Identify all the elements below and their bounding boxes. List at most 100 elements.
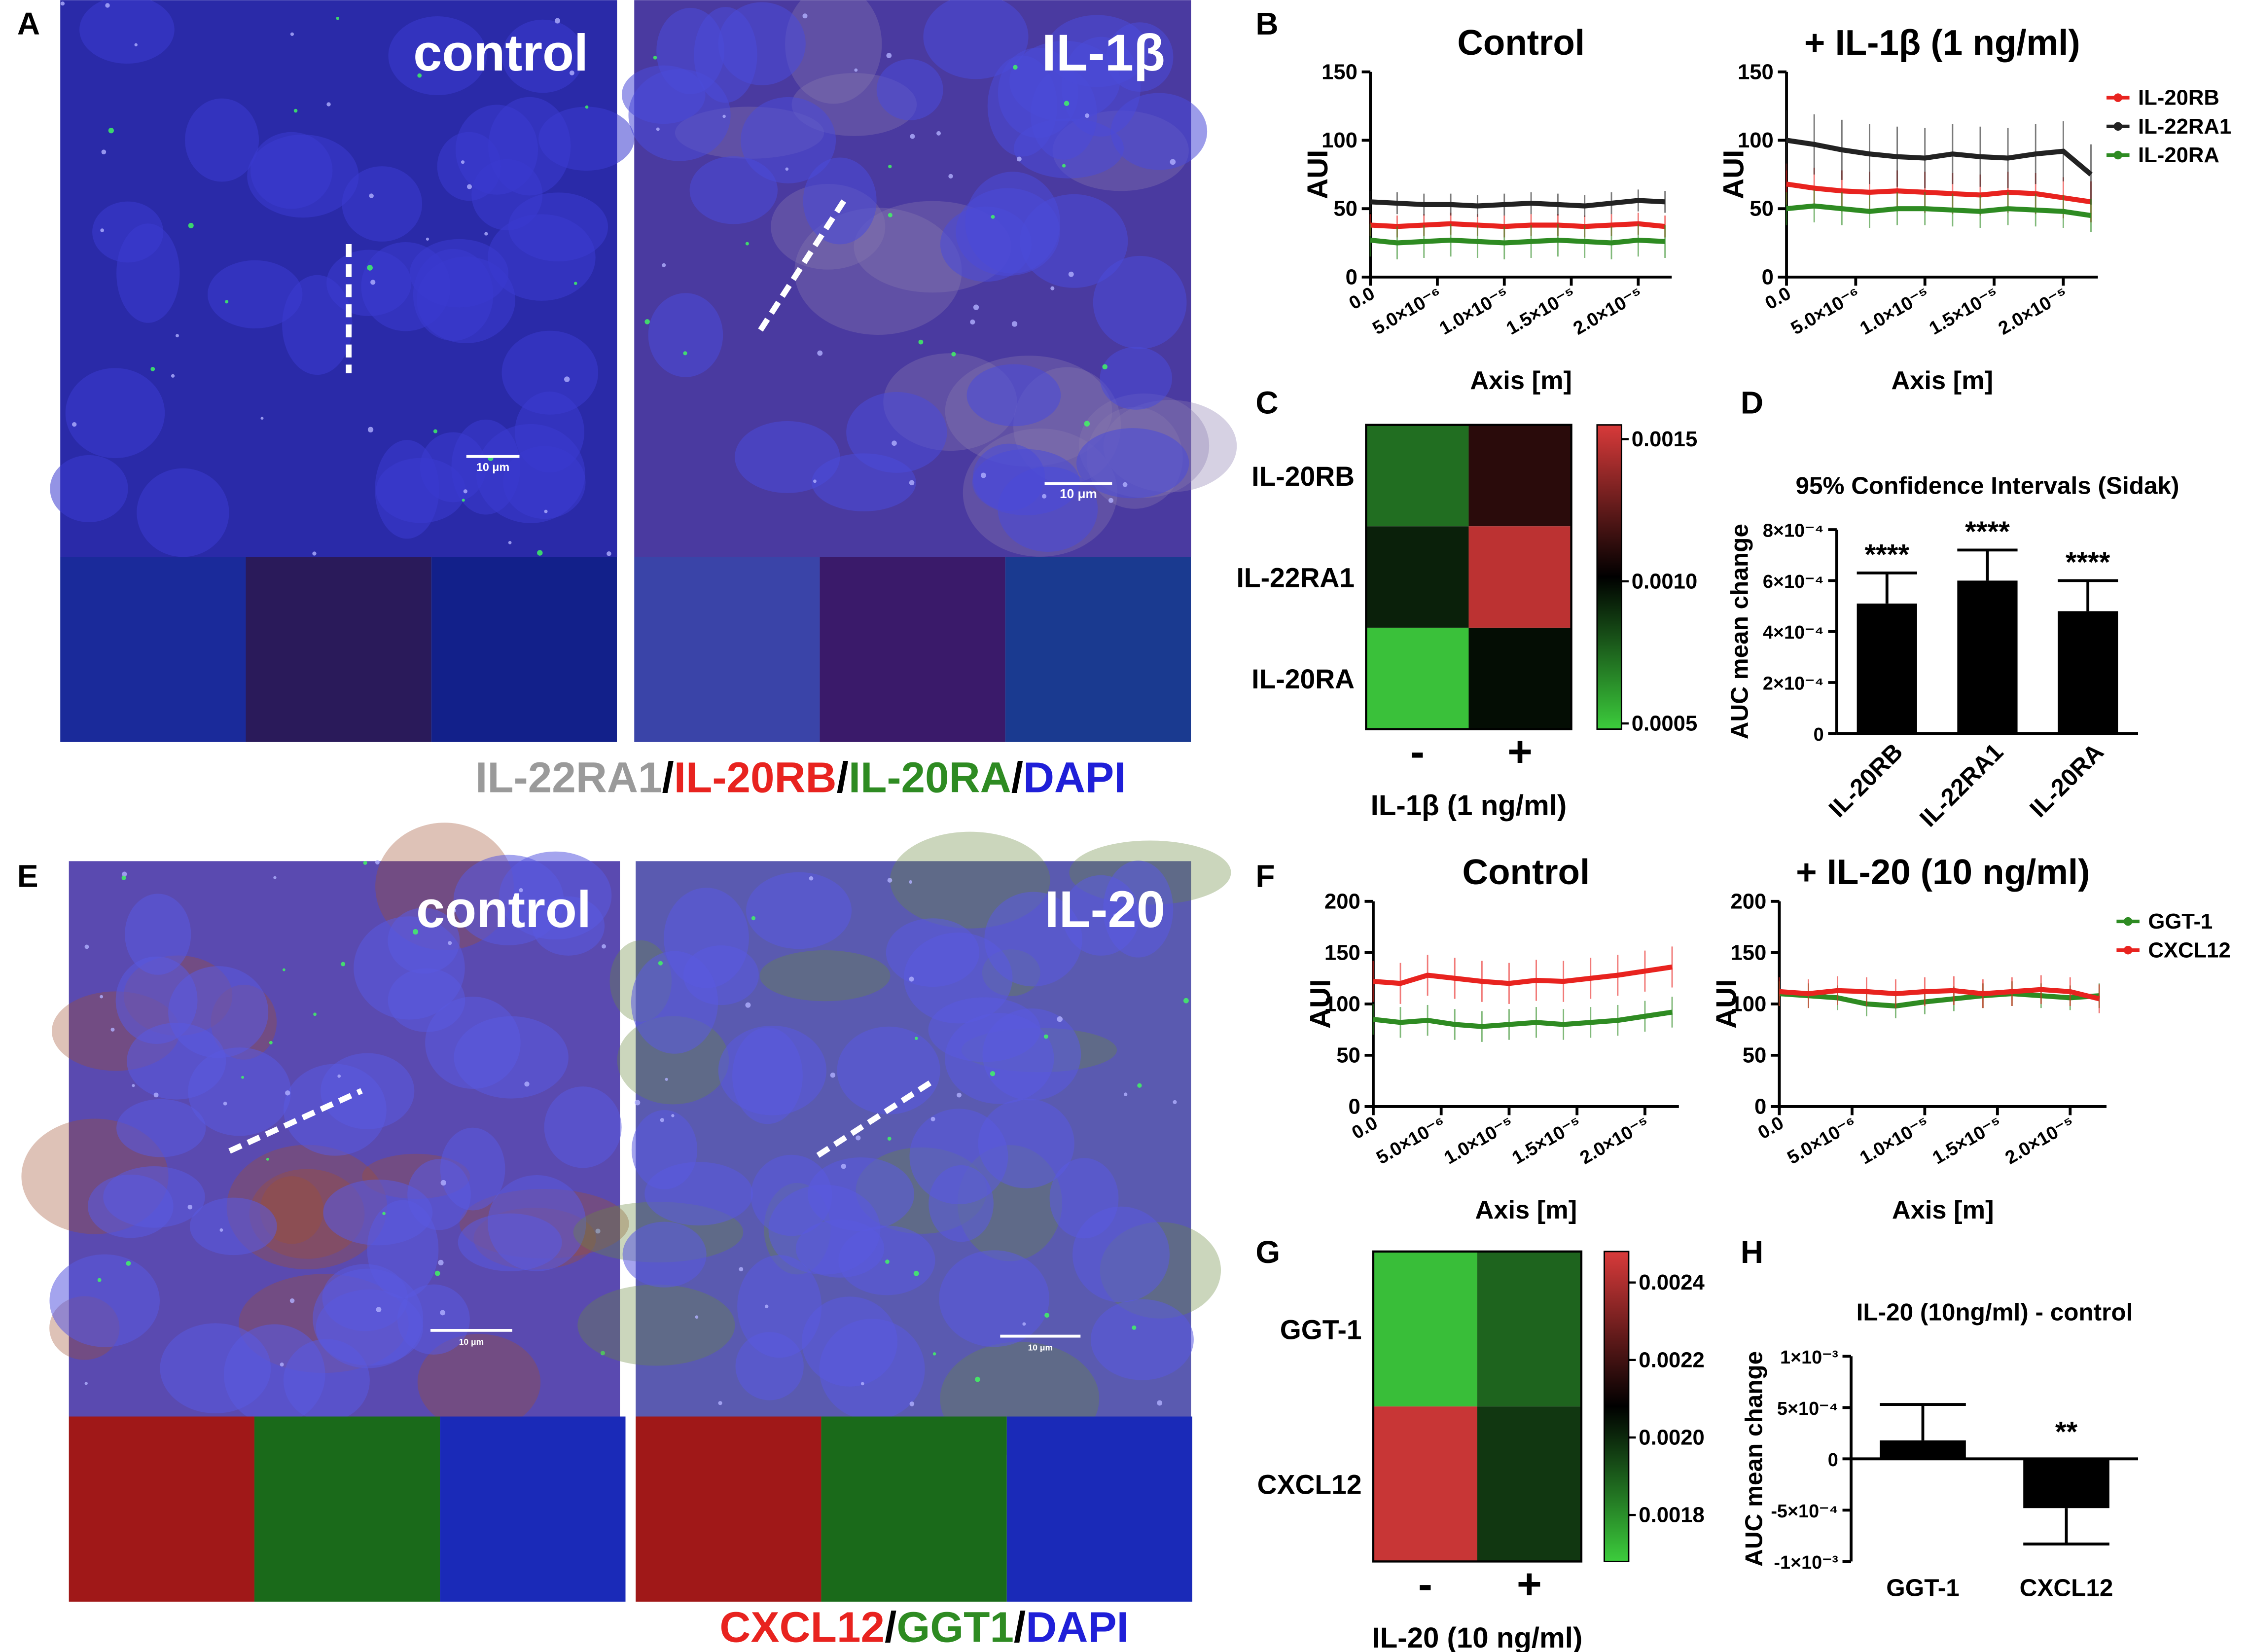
annotation: **** xyxy=(1965,516,2010,548)
speck xyxy=(991,215,995,219)
nucleus xyxy=(437,132,501,201)
speck xyxy=(1016,156,1022,162)
nucleus xyxy=(631,1110,698,1189)
speck xyxy=(1157,1400,1163,1406)
annotation: ** xyxy=(2055,1416,2078,1448)
nucleus xyxy=(1090,1299,1194,1380)
speck xyxy=(1170,159,1176,165)
speck xyxy=(1132,1325,1137,1330)
micrograph xyxy=(50,0,635,557)
speck xyxy=(932,1352,936,1356)
y-tick-label: 5×10⁻⁴ xyxy=(1777,1399,1838,1419)
speck xyxy=(1057,1016,1063,1022)
nucleus xyxy=(628,69,731,161)
speck xyxy=(84,1382,88,1385)
speck xyxy=(134,43,138,47)
channel-strip xyxy=(431,557,617,742)
nucleus xyxy=(313,1268,424,1368)
speck xyxy=(653,55,657,60)
speck xyxy=(367,427,374,432)
speck xyxy=(980,472,986,478)
series-line xyxy=(1786,203,2092,218)
x-tick-label: 2.0×10⁻⁵ xyxy=(2002,1113,2078,1169)
speck xyxy=(936,131,941,136)
speck xyxy=(1013,65,1018,70)
heatmap-frame xyxy=(1365,424,1572,730)
nucleus xyxy=(208,260,303,328)
caption-part: / xyxy=(885,1603,896,1651)
x-tick-label: 2.0×10⁻⁵ xyxy=(1995,283,2071,339)
x-tick-label: CXCL12 xyxy=(2020,1574,2113,1601)
speck xyxy=(948,174,953,179)
nucleus xyxy=(185,98,259,182)
nucleus xyxy=(499,851,612,940)
series-line xyxy=(1786,181,2092,205)
nucleus xyxy=(160,1323,271,1414)
nucleus xyxy=(409,239,509,308)
legend-label: IL-22RA1 xyxy=(2138,114,2231,139)
x-axis-label: Axis [m] xyxy=(1475,1196,1577,1224)
speck xyxy=(813,479,817,483)
speck xyxy=(765,1304,769,1308)
speck xyxy=(1068,271,1074,277)
speck xyxy=(975,1376,980,1382)
legend-marker xyxy=(2113,93,2123,102)
heatmap-cell xyxy=(1366,425,1469,527)
speck xyxy=(1108,498,1113,503)
nucleus xyxy=(282,275,353,375)
legend-marker xyxy=(2113,150,2123,160)
speck xyxy=(913,1270,919,1276)
x-tick-label: 1.5×10⁻⁵ xyxy=(1509,1113,1585,1169)
caption: IL-22RA1/IL-20RB/IL-20RA/DAPI xyxy=(475,754,1126,802)
nucleus xyxy=(137,468,229,557)
speck xyxy=(1050,286,1055,290)
speck xyxy=(665,1077,668,1081)
y-tick-label: 150 xyxy=(1738,60,1774,84)
speck xyxy=(745,242,749,246)
nucleus xyxy=(768,1185,881,1275)
caption-part: DAPI xyxy=(1026,1603,1129,1651)
channel-strip xyxy=(634,557,820,742)
stain xyxy=(249,1169,365,1259)
colorbar xyxy=(1604,1251,1630,1562)
speck xyxy=(313,1012,317,1016)
speck xyxy=(802,13,808,19)
speck xyxy=(1042,494,1047,499)
speck xyxy=(417,73,422,78)
speck xyxy=(1102,364,1108,370)
column-label: - xyxy=(1410,727,1425,776)
nucleus xyxy=(984,892,1082,987)
speck xyxy=(1044,1313,1050,1318)
series-line xyxy=(1370,237,1665,246)
speck xyxy=(1064,101,1070,106)
series-line xyxy=(1370,198,1665,209)
speck xyxy=(273,876,277,879)
x-tick-label: 2.0×10⁻⁵ xyxy=(1576,1113,1653,1169)
series-line xyxy=(1779,991,2100,1009)
nucleus xyxy=(812,453,916,511)
column-label: - xyxy=(1418,1560,1432,1608)
speck xyxy=(1084,421,1090,427)
speck xyxy=(1122,482,1128,487)
annotation: **** xyxy=(1864,539,1909,571)
panel-label: C xyxy=(1255,385,1278,420)
speck xyxy=(448,941,452,945)
colorbar-tick-label: 0.0022 xyxy=(1639,1348,1704,1372)
speck xyxy=(785,167,789,171)
heatmap-frame xyxy=(1372,1250,1583,1563)
nucleus xyxy=(737,1255,822,1358)
row-label: CXCL12 xyxy=(1257,1470,1362,1500)
legend-marker xyxy=(2113,122,2123,131)
speck xyxy=(132,1084,135,1087)
speck xyxy=(84,944,89,949)
x-axis-label: Axis [m] xyxy=(1470,366,1572,395)
speck xyxy=(370,280,376,285)
speck xyxy=(856,1135,861,1141)
channel-strip xyxy=(821,1416,1007,1602)
annotation: **** xyxy=(2066,546,2110,578)
nucleus xyxy=(189,1197,277,1256)
nucleus xyxy=(718,1025,826,1115)
speck xyxy=(990,1071,996,1077)
y-tick-label: 100 xyxy=(1738,128,1774,152)
nucleus xyxy=(440,1127,505,1211)
